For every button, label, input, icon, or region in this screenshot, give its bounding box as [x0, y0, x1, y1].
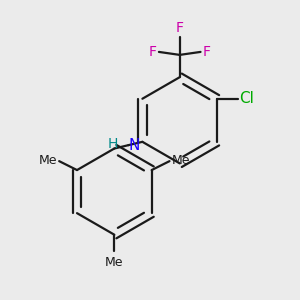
Text: F: F	[148, 45, 157, 59]
Text: H: H	[108, 137, 118, 151]
Text: N: N	[128, 138, 140, 153]
Text: F: F	[176, 21, 184, 35]
Text: Me: Me	[105, 256, 124, 268]
Text: Me: Me	[39, 154, 57, 167]
Text: F: F	[203, 45, 211, 59]
Text: Me: Me	[171, 154, 190, 167]
Text: Cl: Cl	[239, 91, 254, 106]
